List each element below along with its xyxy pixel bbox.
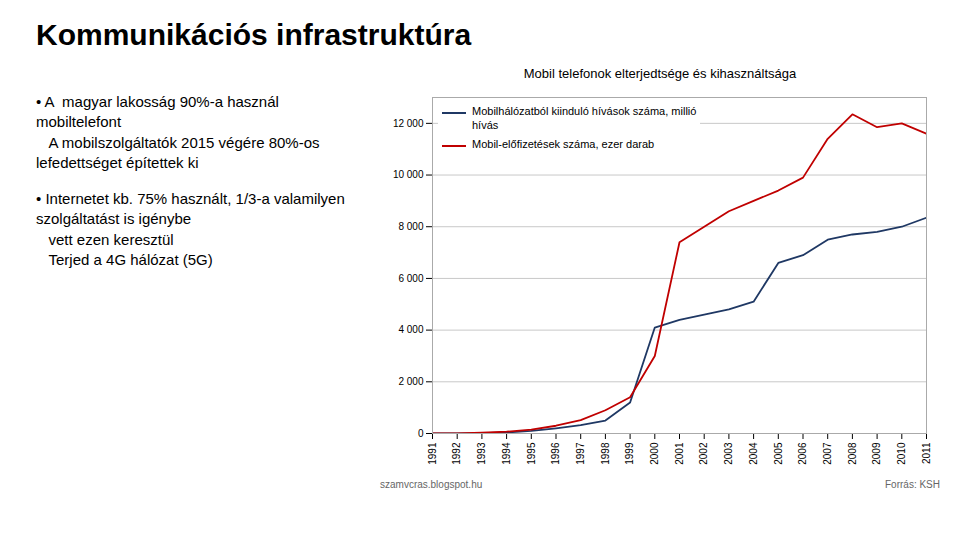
svg-text:2009: 2009: [871, 442, 882, 465]
svg-text:1994: 1994: [501, 442, 512, 465]
svg-text:2011: 2011: [921, 442, 932, 464]
svg-text:1992: 1992: [451, 442, 462, 465]
html-text:• A magyar lakosság 90%-a hasz: • A magyar lakosság 90%-a használ mobilt…: [36, 93, 284, 131]
svg-text:2005: 2005: [773, 442, 784, 465]
svg-text:2008: 2008: [847, 442, 858, 465]
svg-text:2006: 2006: [797, 442, 808, 465]
html-text:A mobilszolgáltatók 2015 végér: A mobilszolgáltatók 2015 végére 80%-os l…: [36, 133, 324, 171]
svg-text:2010: 2010: [896, 442, 907, 465]
svg-text:8 000: 8 000: [398, 221, 423, 232]
svg-text:6 000: 6 000: [398, 273, 423, 284]
html-text:Forrás: KSH: Forrás: KSH: [885, 479, 940, 490]
svg-text:2001: 2001: [674, 442, 685, 465]
svg-text:1996: 1996: [550, 442, 561, 465]
svg-text:2007: 2007: [822, 442, 833, 465]
html-text:Mobil telefonok elterjedtsége: Mobil telefonok elterjedtsége és kihaszn…: [523, 66, 797, 81]
svg-text:1999: 1999: [624, 442, 635, 465]
svg-text:1997: 1997: [575, 442, 586, 465]
svg-text:1991: 1991: [427, 442, 438, 465]
svg-text:2002: 2002: [698, 442, 709, 465]
html-text:• Internetet kb. 75% használt,: • Internetet kb. 75% használt, 1/3-a val…: [36, 190, 349, 228]
svg-text:1998: 1998: [600, 442, 611, 465]
html-text:Mobilhálózatból kiinduló hívás: Mobilhálózatból kiinduló hívások száma, …: [472, 105, 697, 131]
svg-text:12 000: 12 000: [393, 118, 424, 129]
svg-text:1995: 1995: [526, 442, 537, 465]
svg-text:1993: 1993: [476, 442, 487, 465]
svg-text:2000: 2000: [649, 442, 660, 465]
html-text:Mobil-előfizetések száma, ezer: Mobil-előfizetések száma, ezer darab: [472, 137, 655, 150]
html-text:Kommunikációs infrastruktúra: Kommunikációs infrastruktúra: [36, 18, 472, 51]
html-text:Terjed a 4G hálózat (5G): Terjed a 4G hálózat (5G): [36, 250, 213, 268]
svg-text:10 000: 10 000: [393, 169, 424, 180]
svg-text:0: 0: [418, 428, 424, 439]
svg-text:4 000: 4 000: [398, 324, 423, 335]
html-text:szamvcras.blogspot.hu: szamvcras.blogspot.hu: [380, 479, 483, 490]
svg-text:2003: 2003: [723, 442, 734, 465]
svg-text:2004: 2004: [748, 442, 759, 465]
html-text:vett ezen keresztül: vett ezen keresztül: [36, 230, 174, 248]
svg-text:2 000: 2 000: [398, 376, 423, 387]
